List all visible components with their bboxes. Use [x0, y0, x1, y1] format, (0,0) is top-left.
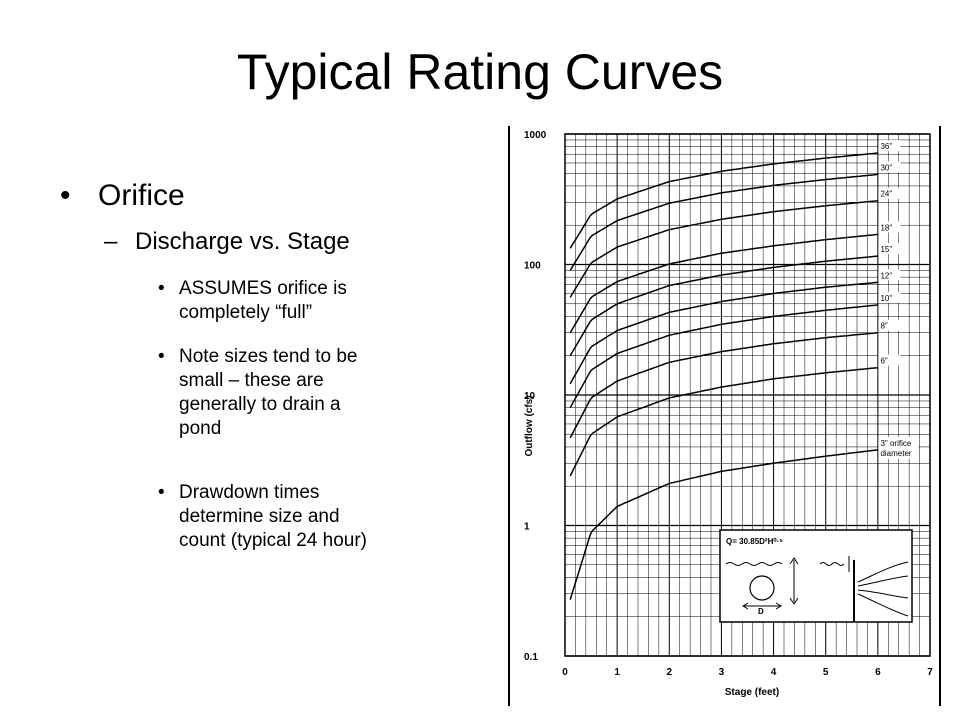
bullet-line: generally to drain a [179, 394, 341, 415]
bullet-line: small – these are [179, 370, 324, 391]
bullet-assumes-full: • ASSUMES orifice is completely “full” [158, 277, 347, 325]
orifice-formula: Q= 30.85D²H⁰·⁵ [726, 537, 783, 546]
series-label-bg [878, 436, 919, 459]
series-label-bg [878, 354, 901, 366]
series-label-bg [878, 243, 901, 255]
y-tick-label: 0.1 [524, 652, 538, 663]
bullet-note-sizes: • Note sizes tend to be small – these ar… [158, 345, 358, 441]
series-label: 10" [880, 294, 892, 303]
bullet-marker: • [158, 346, 165, 367]
bullet-marker: • [60, 179, 71, 212]
series-label: 30" [880, 163, 892, 172]
x-tick-label: 2 [667, 667, 673, 678]
series-label: 18" [880, 223, 892, 232]
bullet-marker: • [158, 482, 165, 503]
rating-curve-series [569, 331, 878, 439]
series-label: 3" orifice [880, 439, 911, 448]
rating-curve-series [569, 233, 878, 334]
x-tick-label: 4 [771, 667, 777, 678]
rating-curve-series [569, 449, 878, 600]
series-label: 15" [880, 245, 892, 254]
bullet-line: Note sizes tend to be [179, 346, 358, 367]
bullet-discharge-vs-stage: – Discharge vs. Stage [104, 226, 350, 258]
bullet-line: count (typical 24 hour) [179, 530, 367, 551]
bullet-orifice: • Orifice [60, 176, 185, 216]
diameter-label: D [758, 607, 764, 616]
bullet-line: pond [179, 418, 222, 439]
series-label: 36" [880, 142, 892, 151]
rating-curve-series [569, 281, 878, 385]
series-label: 12" [880, 271, 892, 280]
chart-ticks: 0 1 2 3 4 5 6 7 0.1 1 10 100 1000 [524, 130, 933, 678]
y-tick-label: 100 [524, 261, 541, 272]
x-tick-label: 0 [562, 667, 568, 678]
bullet-text: Orifice [98, 179, 185, 212]
series-label-bg [878, 319, 901, 331]
orifice-circle-icon [749, 575, 775, 601]
rating-curve-series [569, 304, 878, 408]
dash-marker: – [104, 228, 118, 255]
rating-curve-series [569, 366, 878, 477]
series-label: 8" [880, 322, 887, 331]
series-label: 6" [880, 357, 887, 366]
plot-frame [564, 133, 931, 657]
series-label-bg [878, 291, 901, 303]
series-label-bg [878, 269, 901, 281]
series-label: 24" [880, 190, 892, 199]
x-tick-label: 5 [823, 667, 829, 678]
orifice-diagram-inset: Q= 30.85D²H⁰·⁵ D [719, 529, 913, 623]
bullet-text: Discharge vs. Stage [135, 228, 350, 255]
discharge-jet-lines [857, 561, 909, 617]
rating-curve-series [569, 173, 878, 271]
series-label-bg [878, 140, 901, 152]
x-tick-label: 7 [927, 667, 933, 678]
rating-curve-series [569, 255, 878, 357]
bullet-line: Drawdown times [179, 482, 320, 503]
series-label: diameter [880, 449, 911, 458]
x-tick-label: 1 [614, 667, 620, 678]
bullet-line: ASSUMES orifice is [179, 278, 347, 299]
series-label-bg [878, 221, 901, 233]
x-axis-label: Stage (feet) [725, 687, 779, 698]
bullet-line: determine size and [179, 506, 340, 527]
x-tick-label: 6 [875, 667, 881, 678]
series-label-bg [878, 187, 901, 199]
bullet-marker: • [158, 278, 165, 299]
y-tick-label: 1000 [524, 130, 547, 141]
bullet-line: completely “full” [179, 302, 313, 323]
rating-curve-series [569, 199, 878, 298]
bullet-drawdown-times: • Drawdown times determine size and coun… [158, 481, 367, 553]
rating-curve-series [569, 152, 878, 249]
water-surface-line [725, 562, 783, 566]
y-tick-label: 10 [524, 391, 536, 402]
series-label-bg [878, 161, 901, 173]
x-tick-label: 3 [719, 667, 725, 678]
y-tick-label: 1 [524, 522, 530, 533]
slide-title: Typical Rating Curves [236, 44, 724, 100]
y-axis-label: Outflow (cfs) [524, 395, 535, 456]
